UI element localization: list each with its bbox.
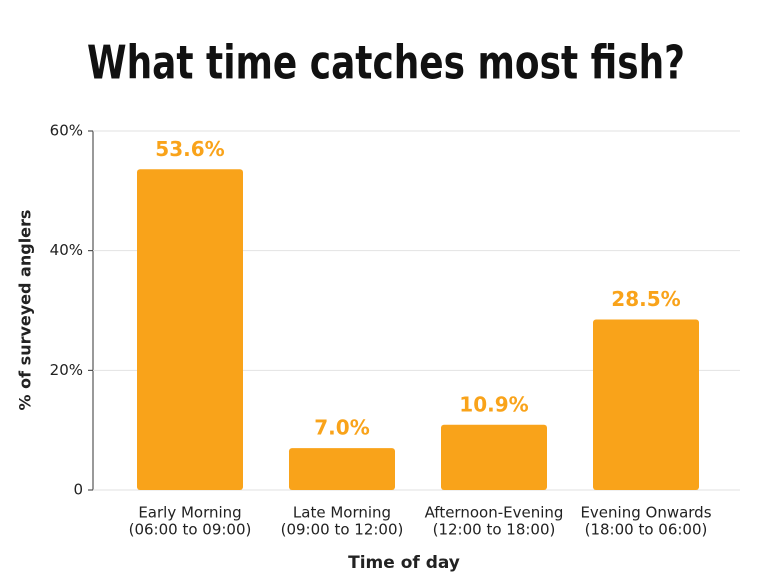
value-label: 10.9% [459, 392, 528, 416]
y-tick-label: 0 [73, 481, 83, 499]
x-tick-label: (06:00 to 09:00) [129, 521, 252, 539]
bar [441, 424, 547, 490]
x-tick-label: (12:00 to 18:00) [433, 521, 556, 539]
x-tick-label: Late Morning [293, 504, 391, 522]
x-tick-label: Afternoon-Evening [425, 504, 564, 522]
x-axis-label: Time of day [348, 553, 460, 573]
value-label: 7.0% [314, 416, 369, 440]
value-label: 28.5% [611, 287, 680, 311]
bar [289, 448, 395, 490]
y-axis-label: % of surveyed anglers [16, 210, 35, 411]
x-tick-label: (18:00 to 06:00) [585, 521, 708, 539]
bar [137, 169, 243, 490]
chart-title: What time catches most fish? [87, 36, 685, 90]
bar [593, 319, 699, 490]
y-tick-label: 40% [50, 241, 83, 259]
y-tick-label: 20% [50, 361, 83, 379]
x-tick-label: (09:00 to 12:00) [281, 521, 404, 539]
y-tick-label: 60% [50, 122, 83, 140]
x-tick-label: Evening Onwards [580, 504, 711, 522]
value-label: 53.6% [155, 137, 224, 161]
x-tick-label: Early Morning [138, 504, 241, 522]
